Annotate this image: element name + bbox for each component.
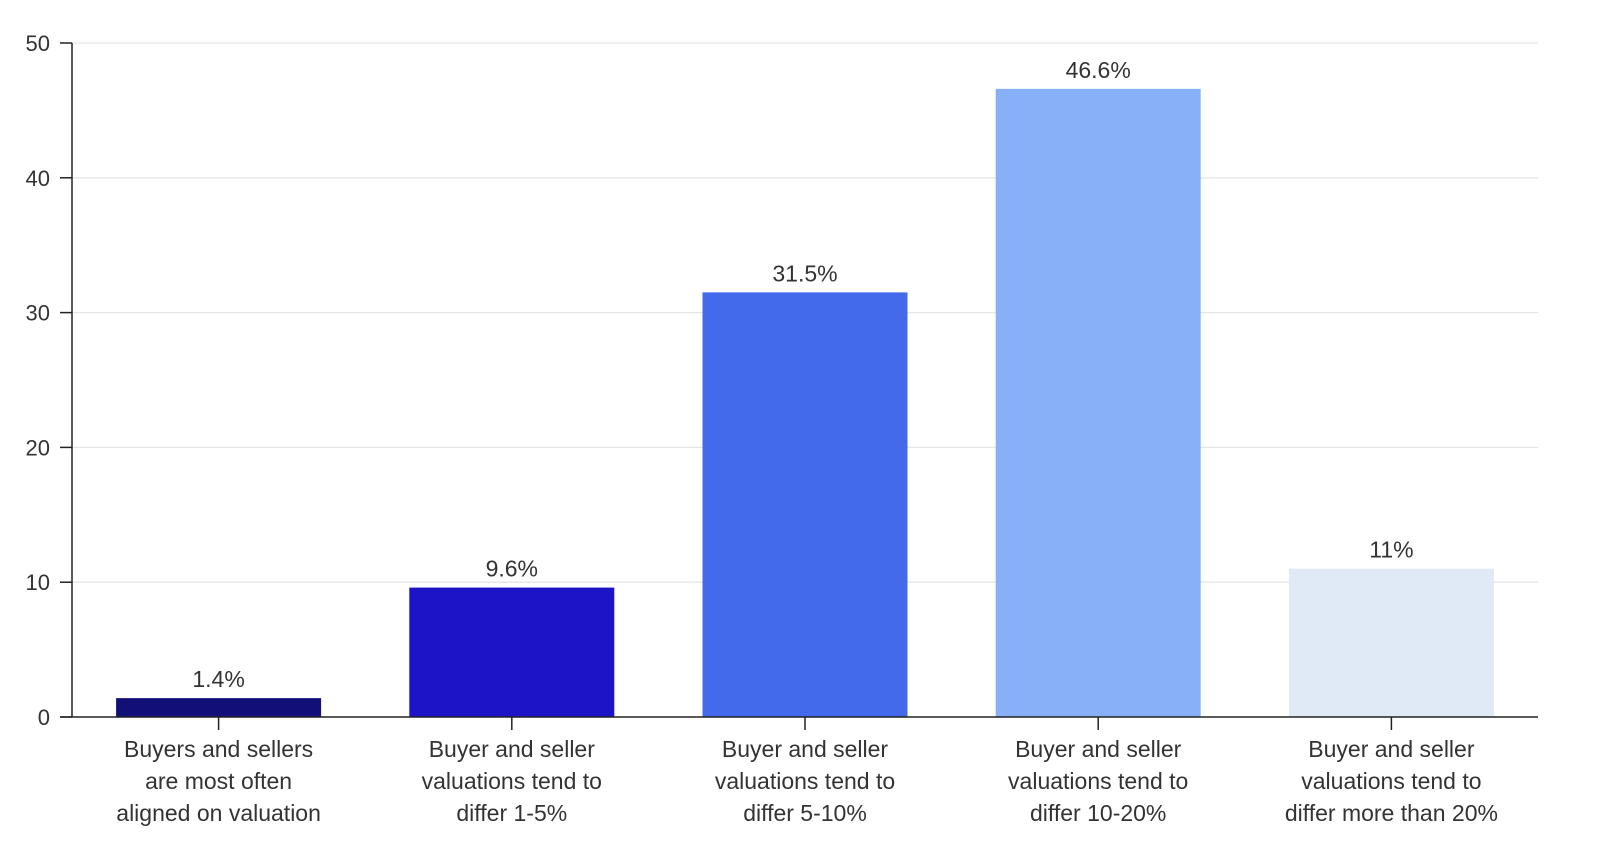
x-tick-label-line: are most often [145,768,292,794]
x-tick-label-line: valuations tend to [1301,768,1481,794]
y-tick-label: 30 [26,301,50,326]
y-tick-label: 10 [26,570,50,595]
y-tick-label: 40 [26,166,50,191]
x-tick-label: Buyer and seller valuations tend to differ… [1008,736,1188,826]
x-tick-label: Buyers and sellers are most often aligned … [116,736,321,826]
data-label: 9.6% [486,556,538,582]
x-tick-label: Buyer and seller valuations tend to differ… [1285,736,1498,826]
x-axis-ticks: Buyers and sellers are most often aligned … [116,717,1498,826]
x-tick-label: Buyer and seller valuations tend to differ… [422,736,602,826]
y-tick-label: 0 [38,705,50,730]
x-tick-label-line: aligned on valuation [116,800,321,826]
data-label: 1.4% [192,666,244,692]
y-tick-label: 50 [26,31,50,56]
x-tick-label-line: differ 5-10% [743,800,867,826]
axes [60,43,1538,718]
x-tick-label-line: Buyer and seller [1015,736,1182,762]
x-tick-label-line: Buyers and sellers [124,736,313,762]
bar [995,88,1201,717]
x-tick-label-line: valuations tend to [715,768,895,794]
bar [116,698,322,717]
y-tick-label: 20 [26,435,50,460]
y-axis-ticks: 0 10 20 30 40 50 [26,31,72,730]
x-tick-label-line: differ 10-20% [1030,800,1166,826]
bars [116,88,1494,717]
bar [409,587,615,717]
x-tick-label-line: differ 1-5% [456,800,567,826]
data-label: 46.6% [1066,57,1131,83]
x-tick-label-line: differ more than 20% [1285,800,1498,826]
data-label: 11% [1369,537,1413,563]
x-tick-label-line: valuations tend to [422,768,602,794]
data-labels: 1.4% 9.6% 31.5% 46.6% 11% [192,57,1413,692]
bar [702,292,908,717]
data-label: 31.5% [772,260,837,286]
x-tick-label-line: valuations tend to [1008,768,1188,794]
x-tick-label-line: Buyer and seller [722,736,889,762]
x-tick-label-line: Buyer and seller [1308,736,1475,762]
bar [1288,568,1494,717]
x-tick-label: Buyer and seller valuations tend to differ… [715,736,895,826]
x-tick-label-line: Buyer and seller [429,736,596,762]
